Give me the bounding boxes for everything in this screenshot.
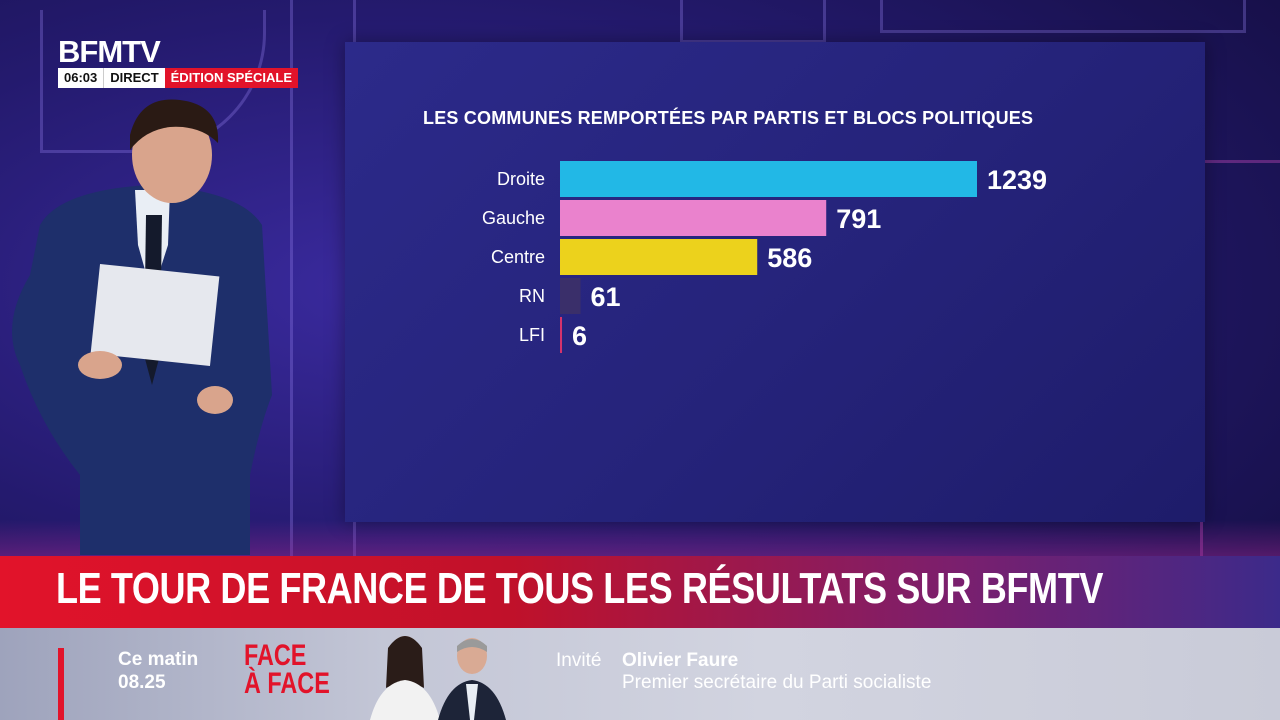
studio-decoration xyxy=(1200,160,1280,566)
guest-role: Premier secrétaire du Parti socialiste xyxy=(622,672,932,693)
channel-logo: BFMTV xyxy=(58,34,161,69)
value-label: 1239 xyxy=(987,165,1047,195)
show-logo-line2: À FACE xyxy=(244,667,330,700)
live-badge: DIRECT xyxy=(103,68,165,88)
category-label: Gauche xyxy=(482,208,545,228)
bar-lfi xyxy=(560,317,563,353)
presenter-figure xyxy=(12,99,272,555)
bar-droite xyxy=(560,161,977,197)
edition-badge: ÉDITION SPÉCIALE xyxy=(164,68,298,88)
bar-centre xyxy=(560,239,758,275)
schedule-hour: 08.25 xyxy=(118,672,166,693)
live-bar: 06:03 DIRECT ÉDITION SPÉCIALE xyxy=(58,68,298,88)
clock: 06:03 xyxy=(58,68,104,88)
schedule-label: Ce matin xyxy=(118,649,199,670)
show-logo: FACE À FACE xyxy=(244,639,330,700)
schedule-time: Ce matin 08.25 xyxy=(118,648,198,694)
chart-title: LES COMMUNES REMPORTÉES PAR PARTIS ET BL… xyxy=(423,108,1034,128)
category-label: Centre xyxy=(491,247,545,267)
studio-decoration xyxy=(680,0,826,43)
bar-gauche xyxy=(560,200,827,236)
value-label: 791 xyxy=(836,204,881,234)
value-label: 6 xyxy=(572,321,587,351)
chart-panel: LES COMMUNES REMPORTÉES PAR PARTIS ET BL… xyxy=(345,42,1205,522)
bar-chart: Droite 1239 Gauche 791 Centre 586 RN 61 LFI 6 xyxy=(482,161,1047,353)
hosts-photo xyxy=(370,636,506,720)
studio-decoration xyxy=(880,0,1246,33)
category-label: Droite xyxy=(497,169,545,189)
ticker-accent xyxy=(58,648,64,720)
value-label: 586 xyxy=(767,243,812,273)
headline-text: LE TOUR DE FRANCE DE TOUS LES RÉSULTATS … xyxy=(56,564,1103,613)
category-label: LFI xyxy=(519,325,545,345)
headline-band: LE TOUR DE FRANCE DE TOUS LES RÉSULTATS … xyxy=(0,556,1280,628)
guest-name: Olivier Faure xyxy=(622,650,739,671)
guest-label: Invité xyxy=(556,650,602,671)
show-logo-line1: FACE xyxy=(244,639,307,672)
program-ticker: Ce matin 08.25 FACE À FACE Invité Olivie… xyxy=(0,628,1280,720)
category-label: RN xyxy=(519,286,545,306)
value-label: 61 xyxy=(591,282,621,312)
bar-rn xyxy=(560,278,581,314)
